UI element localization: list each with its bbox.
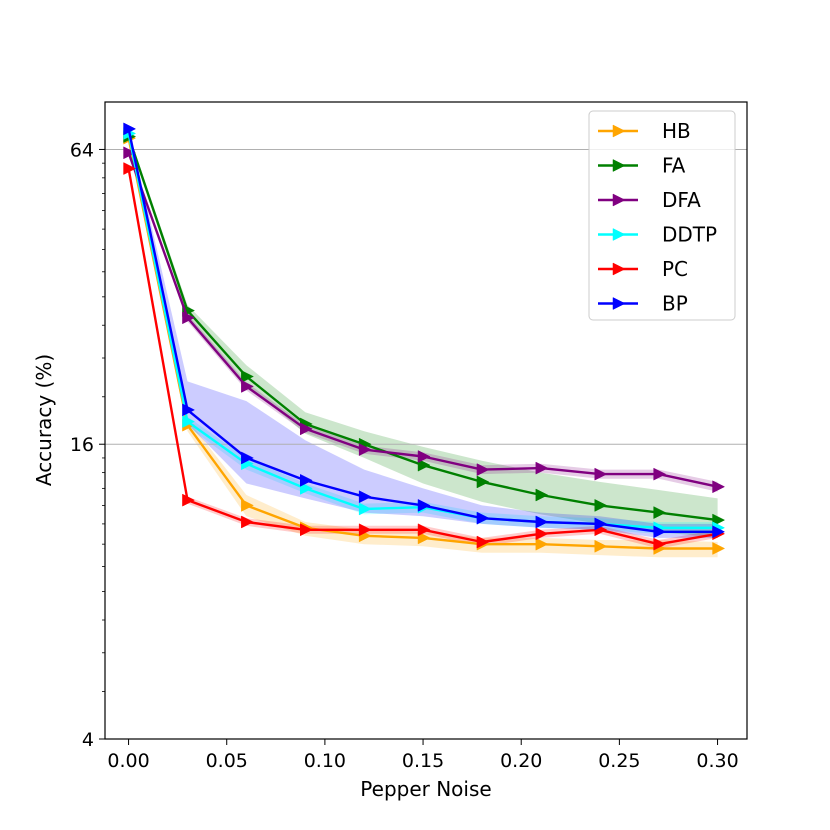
point-bp-2 [241, 451, 254, 465]
point-bp-7 [535, 515, 549, 529]
point-ddtp-3 [300, 481, 313, 495]
point-bp-6 [476, 511, 490, 525]
point-ddtp-4 [358, 502, 372, 516]
point-fa-6 [476, 475, 490, 489]
legend-marker-fa [612, 159, 626, 172]
legend-marker-bp [612, 297, 626, 310]
plot-frame [104, 101, 748, 740]
point-dfa-0 [123, 146, 137, 160]
point-bp-1 [182, 403, 196, 417]
legend-marker-ddtp [612, 228, 626, 241]
band-bp [128, 127, 718, 538]
point-dfa-5 [417, 450, 431, 463]
legend-label-pc: PC [662, 257, 688, 281]
point-bp-10 [712, 525, 726, 539]
x-tick-label-3: 0.15 [402, 750, 444, 772]
point-hb-8 [594, 539, 608, 553]
point-pc-5 [417, 523, 431, 537]
legend-label-dfa: DFA [662, 188, 701, 212]
legend-box [588, 110, 736, 321]
point-fa-2 [241, 370, 254, 383]
point-pc-1 [182, 493, 196, 507]
legend-marker-pc [612, 262, 626, 276]
legend-label-ddtp: DDTP [662, 223, 717, 247]
x-tick-label-4: 0.20 [500, 750, 542, 772]
y-axis-label: Accuracy (%) [32, 354, 56, 486]
point-pc-4 [358, 523, 372, 537]
point-dfa-9 [653, 467, 667, 481]
legend-marker-dfa [612, 193, 626, 207]
point-hb-5 [417, 531, 431, 545]
point-dfa-3 [300, 422, 313, 436]
x-axis-label: Pepper Noise [360, 777, 491, 801]
point-hb-10 [712, 542, 726, 555]
point-fa-5 [417, 458, 431, 472]
y-tick-label-1: 16 [70, 434, 94, 456]
point-hb-7 [535, 537, 549, 551]
legend-label-fa: FA [662, 154, 686, 178]
point-pc-7 [535, 527, 549, 541]
x-axis-ticks: 0.00 0.05 0.10 0.15 0.20 0.25 0.30 [107, 739, 739, 772]
point-pc-9 [653, 537, 667, 551]
point-hb-2 [241, 498, 254, 512]
point-bp-8 [594, 517, 608, 531]
point-pc-0 [123, 162, 137, 175]
y-axis-ticks: 4 16 64 [70, 139, 105, 751]
point-bp-9 [653, 525, 667, 539]
point-dfa-2 [241, 379, 254, 393]
x-tick-label-5: 0.25 [598, 750, 640, 772]
point-pc-3 [300, 523, 313, 537]
point-fa-7 [535, 488, 549, 502]
point-dfa-6 [476, 463, 490, 477]
x-tick-label-1: 0.05 [206, 750, 248, 772]
legend: HB FA DFA DDTP PC BP [588, 110, 736, 321]
point-ddtp-1 [182, 415, 196, 428]
legend-marker-hb [612, 124, 626, 138]
point-dfa-4 [358, 443, 372, 457]
y-tick-label-2: 64 [70, 139, 94, 161]
point-dfa-1 [182, 311, 196, 325]
x-tick-label-2: 0.10 [304, 750, 346, 772]
legend-label-bp: BP [662, 292, 688, 316]
point-pc-6 [476, 535, 490, 549]
x-tick-label-6: 0.30 [696, 750, 738, 772]
point-dfa-8 [594, 467, 608, 481]
point-fa-8 [594, 498, 608, 512]
point-bp-4 [358, 490, 372, 504]
series-lines [123, 122, 726, 555]
point-pc-2 [241, 515, 254, 529]
legend-label-hb: HB [662, 119, 691, 143]
x-tick-label-0: 0.00 [107, 750, 149, 772]
point-bp-5 [417, 498, 431, 512]
point-bp-0 [123, 122, 137, 136]
y-tick-label-0: 4 [82, 729, 94, 751]
point-dfa-7 [535, 461, 549, 475]
point-bp-3 [300, 473, 313, 487]
point-fa-9 [653, 506, 667, 520]
point-dfa-10 [712, 480, 726, 494]
